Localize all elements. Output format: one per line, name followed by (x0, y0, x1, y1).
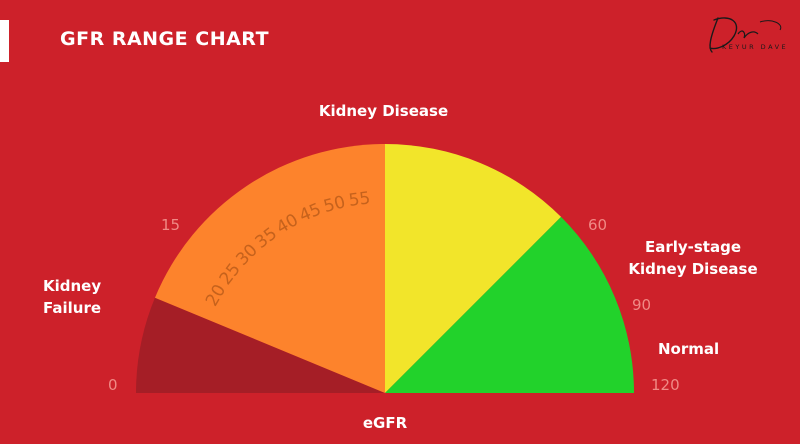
tick-0: 0 (108, 376, 118, 394)
label-kidney-failure-line1: Kidney (43, 277, 102, 295)
gauge-segment-early-stage-kidney-disease (385, 144, 562, 393)
tick-120: 120 (651, 376, 680, 394)
label-kidney-failure: Kidney Failure (43, 275, 101, 319)
label-early-stage-line2: Kidney Disease (628, 260, 758, 278)
title-accent-bar (0, 20, 9, 62)
page-title: GFR RANGE CHART (60, 28, 270, 50)
x-axis-label: eGFR (362, 414, 408, 432)
logo-signature-icon (709, 17, 782, 53)
label-early-stage-line1: Early-stage (644, 238, 742, 256)
tick-15: 15 (161, 216, 181, 234)
label-early-stage: Early-stage Kidney Disease (618, 236, 768, 280)
logo-name: KEYUR DAVE (722, 43, 789, 51)
label-kidney-failure-line2: Failure (43, 299, 102, 317)
label-kidney-disease: Kidney Disease (318, 102, 449, 120)
inner-tick-55: 55 (348, 188, 372, 211)
gauge-segment-kidney-disease (154, 144, 385, 393)
gauge-segment-normal (385, 216, 634, 393)
tick-60: 60 (588, 216, 608, 234)
tick-90: 90 (632, 296, 652, 314)
label-normal: Normal (658, 340, 720, 358)
gauge-segment-kidney-failure (136, 297, 385, 393)
